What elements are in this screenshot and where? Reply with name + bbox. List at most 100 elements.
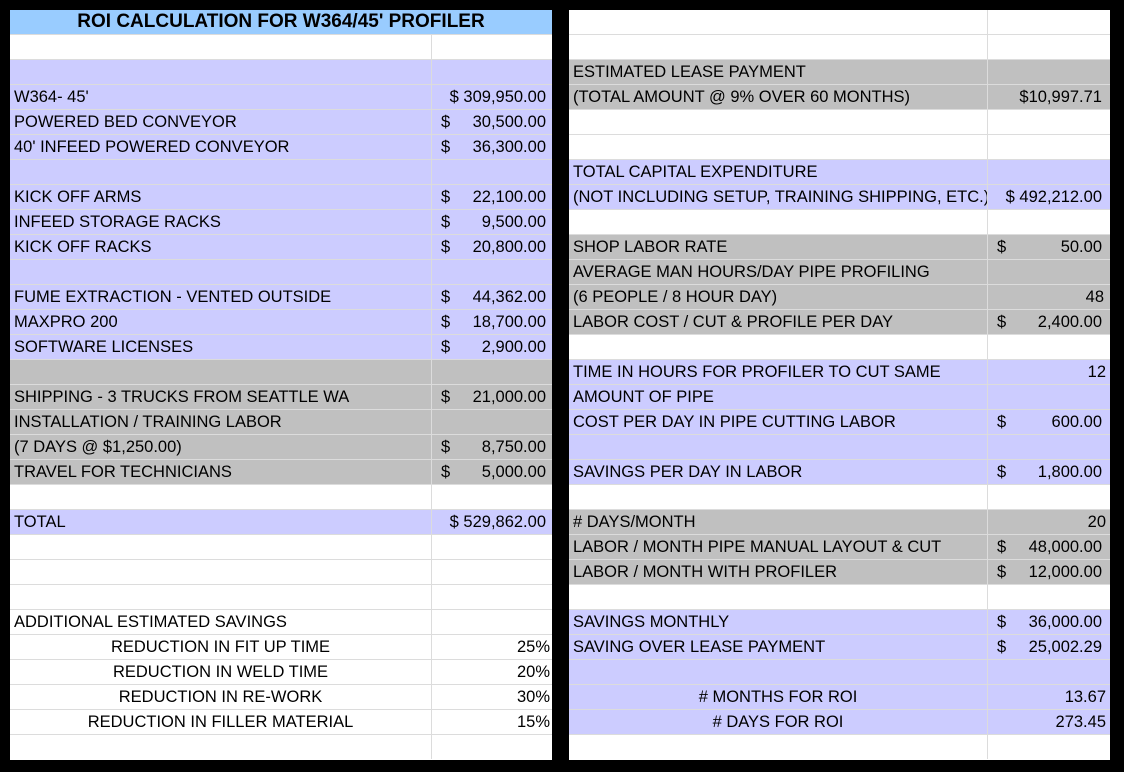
blank-cell[interactable]	[988, 10, 1110, 34]
blank-cell[interactable]	[569, 735, 988, 759]
item-amount-cell[interactable]: $2,900.00	[432, 335, 552, 359]
saving-lease-label[interactable]: SAVING OVER LEASE PAYMENT	[569, 635, 988, 659]
days-roi-label[interactable]: # DAYS FOR ROI	[569, 710, 988, 734]
item-label[interactable]: POWERED BED CONVEYOR	[10, 110, 432, 134]
item-label[interactable]: SOFTWARE LICENSES	[10, 335, 432, 359]
blank-cell[interactable]	[569, 335, 988, 359]
item-amount-cell[interactable]: $36,300.00	[432, 135, 552, 159]
shop-rate-cell[interactable]: $50.00	[988, 235, 1110, 259]
blank-cell[interactable]	[988, 210, 1110, 234]
blank-cell[interactable]	[569, 135, 988, 159]
blank-cell[interactable]	[432, 560, 552, 584]
profiler-labor-cell[interactable]: $12,000.00	[988, 560, 1110, 584]
savings-header[interactable]: ADDITIONAL ESTIMATED SAVINGS	[10, 610, 432, 634]
blank-cell[interactable]	[988, 735, 1110, 759]
blank-cell[interactable]	[988, 435, 1110, 459]
item-amount-cell[interactable]: $21,000.00	[432, 385, 552, 409]
item-label[interactable]: TRAVEL FOR TECHNICIANS	[10, 460, 432, 484]
item-amount-cell[interactable]: $8,750.00	[432, 435, 552, 459]
blank-cell[interactable]	[569, 485, 988, 509]
item-label[interactable]: SHIPPING - 3 TRUCKS FROM SEATTLE WA	[10, 385, 432, 409]
blank-cell[interactable]	[432, 585, 552, 609]
savings-label[interactable]: REDUCTION IN RE-WORK	[10, 685, 432, 709]
manual-labor-cell[interactable]: $48,000.00	[988, 535, 1110, 559]
labor-cost-label[interactable]: LABOR COST / CUT & PROFILE PER DAY	[569, 310, 988, 334]
item-label[interactable]: INFEED STORAGE RACKS	[10, 210, 432, 234]
lease-label[interactable]: (TOTAL AMOUNT @ 9% OVER 60 MONTHS)	[569, 85, 988, 109]
savings-label[interactable]: REDUCTION IN WELD TIME	[10, 660, 432, 684]
item-amount-cell[interactable]: $18,700.00	[432, 310, 552, 334]
capex-value[interactable]: $ 492,212.00	[988, 185, 1110, 209]
item-label[interactable]: 40' INFEED POWERED CONVEYOR	[10, 135, 432, 159]
months-roi-label[interactable]: # MONTHS FOR ROI	[569, 685, 988, 709]
man-hours-label[interactable]: AVERAGE MAN HOURS/DAY PIPE PROFILING	[569, 260, 988, 284]
item-amount-cell[interactable]: $20,800.00	[432, 235, 552, 259]
man-hours-label[interactable]: (6 PEOPLE / 8 HOUR DAY)	[569, 285, 988, 309]
blank-cell[interactable]	[988, 385, 1110, 409]
blank-cell[interactable]	[432, 535, 552, 559]
blank-cell[interactable]	[432, 35, 552, 59]
blank-cell[interactable]	[10, 35, 432, 59]
man-hours-value[interactable]: 48	[988, 285, 1110, 309]
blank-cell[interactable]	[10, 160, 432, 184]
blank-cell[interactable]	[988, 160, 1110, 184]
cost-day-cell[interactable]: $600.00	[988, 410, 1110, 434]
blank-cell[interactable]	[10, 585, 432, 609]
profiler-time-value[interactable]: 12	[988, 360, 1110, 384]
blank-cell[interactable]	[988, 485, 1110, 509]
savings-day-cell[interactable]: $1,800.00	[988, 460, 1110, 484]
manual-labor-label[interactable]: LABOR / MONTH PIPE MANUAL LAYOUT & CUT	[569, 535, 988, 559]
savings-monthly-label[interactable]: SAVINGS MONTHLY	[569, 610, 988, 634]
blank-cell[interactable]	[569, 660, 988, 684]
item-label[interactable]: FUME EXTRACTION - VENTED OUTSIDE	[10, 285, 432, 309]
blank-cell[interactable]	[10, 360, 432, 384]
blank-cell[interactable]	[432, 360, 552, 384]
savings-percent[interactable]: 30%	[516, 688, 550, 706]
item-label[interactable]: KICK OFF RACKS	[10, 235, 432, 259]
lease-value[interactable]: $10,997.71	[988, 85, 1110, 109]
item-amount-cell[interactable]: $30,500.00	[432, 110, 552, 134]
blank-cell[interactable]	[988, 585, 1110, 609]
item-amount-cell[interactable]: $9,500.00	[432, 210, 552, 234]
page-title[interactable]: ROI CALCULATION FOR W364/45' PROFILER	[10, 10, 552, 34]
lease-label[interactable]: ESTIMATED LEASE PAYMENT	[569, 60, 988, 84]
months-roi-value[interactable]: 13.67	[988, 685, 1110, 709]
saving-lease-cell[interactable]: $25,002.29	[988, 635, 1110, 659]
blank-cell[interactable]	[569, 35, 988, 59]
blank-cell[interactable]	[988, 135, 1110, 159]
item-label[interactable]: INSTALLATION / TRAINING LABOR	[10, 410, 432, 434]
item-label[interactable]: (7 DAYS @ $1,250.00)	[10, 435, 432, 459]
blank-cell[interactable]	[988, 260, 1110, 284]
item-amount-cell[interactable]: $44,362.00	[432, 285, 552, 309]
blank-cell[interactable]	[432, 160, 552, 184]
blank-cell[interactable]	[569, 435, 988, 459]
item-label[interactable]: MAXPRO 200	[10, 310, 432, 334]
blank-cell[interactable]	[10, 560, 432, 584]
savings-percent[interactable]: 15%	[516, 713, 550, 731]
days-month-label[interactable]: # DAYS/MONTH	[569, 510, 988, 534]
blank-cell[interactable]	[432, 735, 552, 759]
capex-label[interactable]: TOTAL CAPITAL EXPENDITURE	[569, 160, 988, 184]
blank-cell[interactable]	[988, 335, 1110, 359]
blank-cell[interactable]	[10, 485, 432, 509]
blank-cell[interactable]	[10, 260, 432, 284]
blank-cell[interactable]	[432, 610, 552, 634]
blank-cell[interactable]	[569, 210, 988, 234]
item-label[interactable]: W364- 45'	[10, 85, 432, 109]
blank-cell[interactable]	[569, 585, 988, 609]
days-roi-value[interactable]: 273.45	[988, 710, 1110, 734]
blank-cell[interactable]	[10, 735, 432, 759]
item-amount-cell[interactable]: $22,100.00	[432, 185, 552, 209]
savings-label[interactable]: REDUCTION IN FIT UP TIME	[10, 635, 432, 659]
savings-label[interactable]: REDUCTION IN FILLER MATERIAL	[10, 710, 432, 734]
item-amount[interactable]: $ 309,950.00	[432, 85, 552, 109]
blank-cell[interactable]	[988, 660, 1110, 684]
blank-cell[interactable]	[569, 110, 988, 134]
savings-percent[interactable]: 20%	[516, 663, 550, 681]
profiler-time-label[interactable]: TIME IN HOURS FOR PROFILER TO CUT SAME	[569, 360, 988, 384]
blank-cell[interactable]	[432, 260, 552, 284]
savings-day-label[interactable]: SAVINGS PER DAY IN LABOR	[569, 460, 988, 484]
savings-percent[interactable]: 25%	[516, 638, 550, 656]
cost-day-label[interactable]: COST PER DAY IN PIPE CUTTING LABOR	[569, 410, 988, 434]
capex-label[interactable]: (NOT INCLUDING SETUP, TRAINING SHIPPING,…	[569, 185, 988, 209]
